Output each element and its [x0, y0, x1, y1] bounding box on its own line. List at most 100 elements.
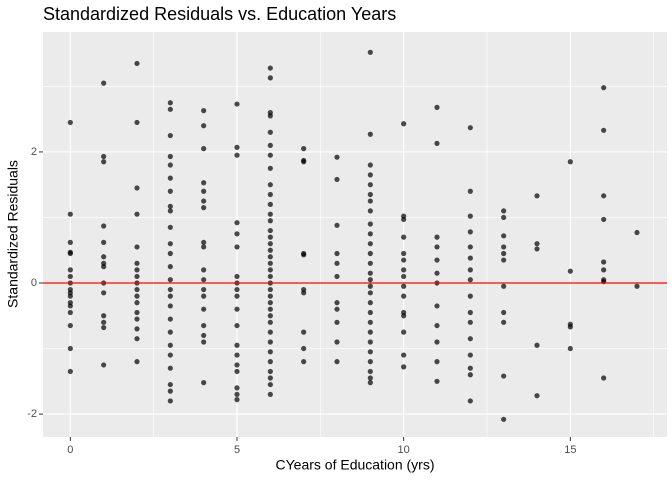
point	[301, 345, 307, 352]
point	[334, 359, 340, 365]
point	[134, 273, 140, 280]
point	[234, 244, 240, 250]
point	[367, 182, 373, 188]
point	[101, 313, 107, 319]
point	[167, 224, 173, 230]
point	[267, 227, 273, 234]
point	[467, 336, 473, 342]
point	[367, 309, 373, 316]
point	[601, 259, 607, 265]
point	[167, 286, 173, 293]
point	[367, 277, 373, 283]
point	[101, 264, 107, 270]
point	[267, 234, 273, 240]
point	[167, 365, 173, 371]
point	[367, 349, 373, 355]
point	[267, 375, 273, 381]
point	[267, 152, 273, 158]
point	[401, 121, 407, 127]
point	[267, 129, 273, 135]
point	[334, 300, 340, 306]
point	[467, 398, 473, 404]
point	[201, 123, 207, 129]
point	[501, 233, 507, 239]
point	[267, 319, 273, 325]
point	[67, 345, 73, 352]
point	[267, 113, 273, 119]
point	[334, 250, 340, 257]
point	[267, 165, 273, 171]
point	[334, 154, 340, 160]
point	[401, 283, 407, 289]
point	[234, 273, 240, 280]
point	[467, 229, 473, 235]
point	[434, 140, 440, 147]
point	[234, 306, 240, 312]
x-tick-label: 0	[67, 444, 73, 456]
point	[101, 362, 107, 368]
point	[167, 303, 173, 309]
point	[534, 246, 540, 252]
point	[201, 306, 207, 312]
point	[134, 286, 140, 293]
point	[567, 159, 573, 165]
point	[401, 216, 407, 223]
point	[601, 267, 607, 273]
point	[601, 127, 607, 133]
point	[67, 303, 73, 309]
point	[101, 324, 107, 331]
x-tick-label: 15	[564, 444, 576, 456]
point	[501, 416, 507, 422]
point	[267, 286, 273, 293]
point	[101, 254, 107, 260]
point	[267, 329, 273, 335]
point	[234, 342, 240, 348]
point	[101, 153, 107, 160]
point	[401, 267, 407, 273]
point	[467, 213, 473, 219]
point	[167, 352, 173, 358]
point	[367, 375, 373, 381]
y-tick-label: 0	[31, 277, 37, 289]
point	[167, 250, 173, 257]
point	[434, 257, 440, 263]
point	[234, 101, 240, 107]
point	[501, 319, 507, 325]
point	[601, 85, 607, 91]
point	[367, 339, 373, 345]
point	[101, 159, 107, 165]
point	[334, 260, 340, 266]
point	[534, 342, 540, 348]
point	[267, 191, 273, 198]
point	[201, 108, 207, 114]
point	[101, 239, 107, 245]
point	[367, 270, 373, 276]
point	[301, 252, 307, 258]
point	[267, 218, 273, 224]
point	[401, 273, 407, 280]
point	[134, 293, 140, 299]
point	[67, 239, 73, 245]
point	[534, 393, 540, 399]
point	[501, 244, 507, 250]
point	[267, 254, 273, 260]
point	[467, 319, 473, 325]
point	[167, 329, 173, 335]
point	[134, 185, 140, 191]
point	[601, 375, 607, 381]
point	[167, 342, 173, 348]
point	[267, 273, 273, 280]
point	[334, 273, 340, 280]
point	[134, 119, 140, 126]
point	[467, 372, 473, 378]
point	[434, 378, 440, 384]
point	[334, 222, 340, 228]
point	[334, 339, 340, 345]
point	[134, 359, 140, 365]
x-axis-label: CYears of Education (yrs)	[276, 457, 435, 473]
point	[367, 300, 373, 306]
point	[501, 250, 507, 257]
point	[234, 385, 240, 391]
point	[67, 267, 73, 273]
plot-panel	[43, 32, 667, 437]
